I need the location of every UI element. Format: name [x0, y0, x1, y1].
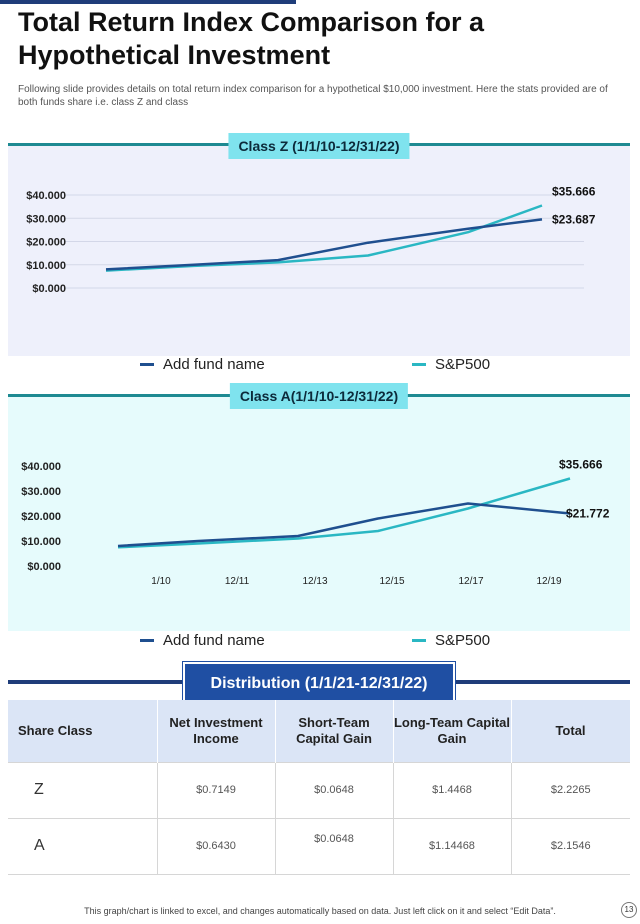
- cell-total: $2.1546: [511, 817, 630, 875]
- x-tick-label: 1/10: [151, 576, 171, 587]
- header-short-term-capital-gain: Short-Team Capital Gain: [275, 700, 394, 762]
- cell-long-term-capital-gain: $1.14468: [393, 817, 512, 875]
- y-tick-label: $20.000: [26, 237, 66, 249]
- series-line-fund: [117, 502, 571, 548]
- cell-net-investment-income: $0.7149: [157, 761, 276, 818]
- y-tick-label: $40.000: [26, 190, 66, 202]
- chart-title-class-z: Class Z (1/1/10-12/31/22): [228, 133, 410, 159]
- table-row: A $0.6430 $0.0648 $1.14468 $2.1546: [8, 817, 630, 875]
- legend-label-sp500: S&P500: [435, 632, 491, 649]
- table-row: Z $0.7149 $0.0648 $1.4468 $2.2265: [8, 761, 630, 818]
- series-line-fund: [105, 218, 543, 271]
- cell-short-term-capital-gain: $0.0648: [275, 761, 394, 818]
- series-line-sp500: [117, 477, 571, 549]
- legend-swatch-fund: [140, 639, 154, 642]
- header-total: Total: [511, 700, 631, 762]
- chart-panel-class-z: $40.000 $30.000 $20.000 $10.000 $0.000 $23.68…: [8, 133, 630, 356]
- legend-label-fund: Add fund name: [163, 356, 265, 373]
- cell-share-class: A: [8, 817, 158, 875]
- legend-item-fund: Add fund name: [140, 356, 265, 373]
- legend-item-fund: Add fund name: [140, 632, 265, 649]
- y-tick-label: $10.000: [21, 536, 61, 548]
- cell-short-term-capital-gain: $0.0648: [275, 817, 394, 875]
- x-tick-label: 12/13: [302, 576, 327, 587]
- cell-long-term-capital-gain: $1.4468: [393, 761, 512, 818]
- table-header-row: Share Class Net Investment Income Short-…: [8, 700, 631, 762]
- chart-class-a: $40.000 $30.000 $20.000 $10.000 $0.000 1/10 12…: [21, 458, 610, 588]
- y-tick-label: $30.000: [21, 486, 61, 498]
- y-tick-label: $0.000: [27, 561, 61, 573]
- cell-total: $2.2265: [511, 761, 630, 818]
- end-label-fund: $23.687: [552, 212, 596, 226]
- legend-label-fund: Add fund name: [163, 632, 265, 649]
- legend-class-z: Add fund name S&P500: [0, 356, 640, 376]
- y-tick-label: $30.000: [26, 213, 66, 225]
- page-number: 13: [621, 902, 637, 918]
- chart-panel-class-a: $40.000 $30.000 $20.000 $10.000 $0.000 1/10 12…: [8, 383, 630, 631]
- legend-label-sp500: S&P500: [435, 356, 491, 373]
- header-net-investment-income: Net Investment Income: [157, 700, 276, 762]
- x-tick-label: 12/15: [379, 576, 404, 587]
- end-label-fund: $21.772: [566, 507, 610, 521]
- footer-note: This graph/chart is linked to excel, and…: [84, 906, 556, 916]
- x-tick-label: 12/11: [225, 576, 250, 587]
- page-title: Total Return Index Comparison for a Hypo…: [18, 7, 485, 70]
- y-tick-label: $0.000: [32, 283, 66, 295]
- y-tick-label: $20.000: [21, 511, 61, 523]
- x-tick-label: 12/19: [536, 576, 561, 587]
- legend-swatch-sp500: [412, 639, 426, 642]
- legend-swatch-sp500: [412, 363, 426, 366]
- page-subtitle: Following slide provides details on tota…: [18, 84, 608, 108]
- end-label-sp500: $35.666: [559, 458, 603, 472]
- legend-item-sp500: S&P500: [412, 356, 490, 373]
- chart-title-class-a: Class A(1/1/10-12/31/22): [229, 383, 409, 409]
- x-tick-label: 12/17: [458, 576, 483, 587]
- legend-class-a: Add fund name S&P500: [0, 632, 640, 652]
- cell-share-class: Z: [8, 761, 158, 818]
- legend-item-sp500: S&P500: [412, 632, 490, 649]
- distribution-table: Share Class Net Investment Income Short-…: [8, 700, 631, 875]
- header-share-class: Share Class: [8, 700, 158, 762]
- chart-class-z: $40.000 $30.000 $20.000 $10.000 $0.000 $23.68…: [26, 184, 596, 295]
- cell-net-investment-income: $0.6430: [157, 817, 276, 875]
- top-accent-bar: [0, 0, 296, 4]
- series-line-sp500: [105, 204, 543, 272]
- distribution-title: Distribution (1/1/21-12/31/22): [183, 662, 455, 702]
- legend-swatch-fund: [140, 363, 154, 366]
- end-label-sp500: $35.666: [552, 184, 596, 198]
- y-tick-label: $10.000: [26, 260, 66, 272]
- header-long-term-capital-gain: Long-Team Capital Gain: [393, 700, 512, 762]
- y-tick-label: $40.000: [21, 461, 61, 473]
